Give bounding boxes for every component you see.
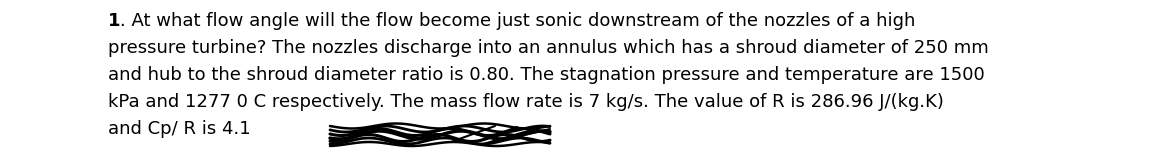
Text: pressure turbine? The nozzles discharge into an annulus which has a shroud diame: pressure turbine? The nozzles discharge … bbox=[108, 39, 989, 57]
Text: and Cp/ R is 4.1: and Cp/ R is 4.1 bbox=[108, 120, 250, 138]
Text: kPa and 1277 0 C respectively. The mass flow rate is 7 kg/s. The value of R is 2: kPa and 1277 0 C respectively. The mass … bbox=[108, 93, 944, 111]
Text: . At what flow angle will the flow become just sonic downstream of the nozzles o: . At what flow angle will the flow becom… bbox=[120, 12, 916, 30]
Text: and hub to the shroud diameter ratio is 0.80. The stagnation pressure and temper: and hub to the shroud diameter ratio is … bbox=[108, 66, 984, 84]
Text: 1: 1 bbox=[108, 12, 120, 30]
